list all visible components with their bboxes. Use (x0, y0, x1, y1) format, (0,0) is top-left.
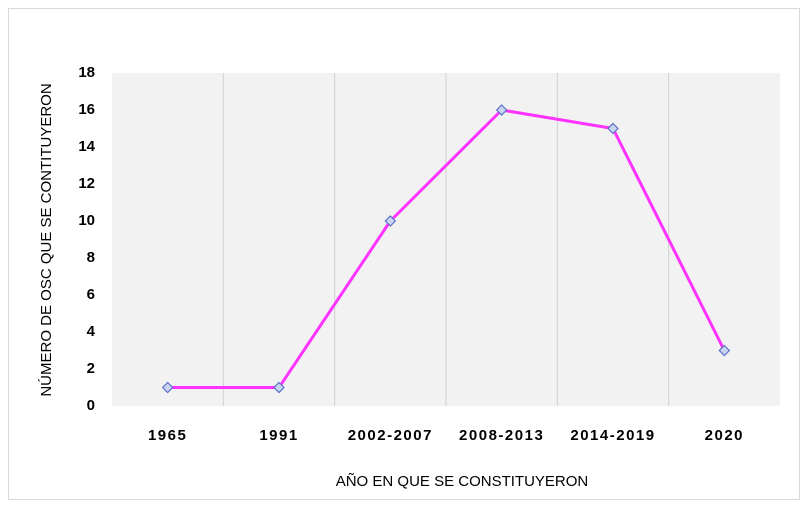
x-tick-label: 2002-2007 (348, 427, 433, 444)
marker (718, 344, 731, 357)
y-tick-label: 0 (87, 397, 95, 414)
x-tick-label: 2008-2013 (459, 427, 544, 444)
marker (495, 104, 508, 116)
y-axis-title: NÚMERO DE OSC QUE SE CONTITUYERON (38, 83, 55, 396)
marker (161, 381, 174, 394)
series-line (167, 108, 726, 389)
y-tick-label: 10 (78, 212, 95, 229)
x-axis-title: AÑO EN QUE SE CONSTITUYERON (336, 473, 589, 490)
y-tick-label: 12 (78, 175, 95, 192)
x-tick-label: 2014-2019 (570, 427, 655, 444)
x-tick-label: 2020 (705, 427, 744, 444)
y-tick-label: 6 (87, 286, 95, 303)
y-tick-label: 14 (78, 138, 95, 155)
marker (607, 122, 619, 135)
x-tick-label: 1965 (148, 427, 187, 444)
marker (384, 215, 397, 227)
marker (273, 381, 285, 394)
y-tick-label: 2 (87, 360, 95, 377)
y-tick-label: 4 (87, 323, 96, 340)
y-tick-label: 16 (78, 101, 95, 118)
y-tick-label: 18 (78, 64, 95, 81)
x-tick-label: 1991 (259, 427, 298, 444)
y-tick-label: 8 (87, 249, 95, 266)
